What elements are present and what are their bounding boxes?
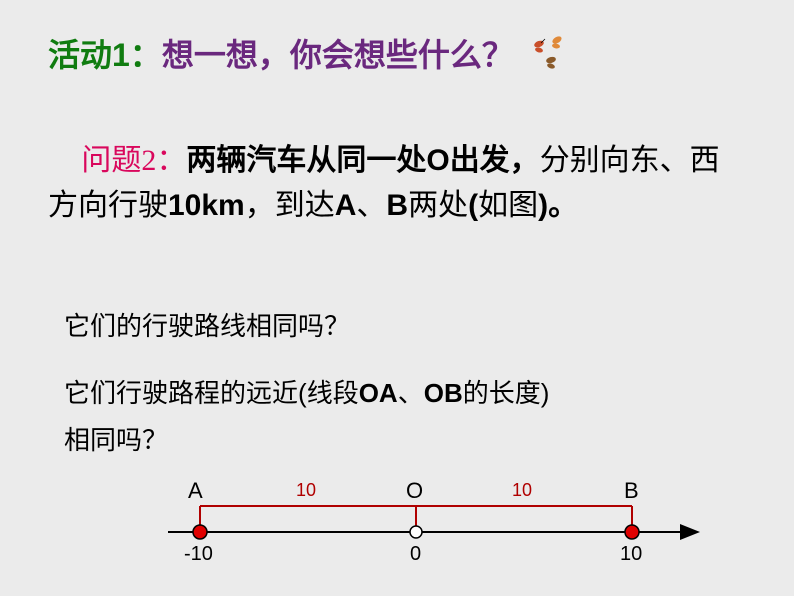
label-B: B [624, 478, 639, 503]
problem-cursive-2: 出发， [450, 144, 540, 177]
paren-close: )。 [538, 189, 578, 222]
q2-a: 它们行驶路程的远近 [64, 379, 298, 408]
q2-paren-close: ) [541, 378, 550, 408]
point-B [625, 525, 639, 539]
seg-10-right: 10 [512, 480, 532, 500]
problem-line2b: ，到达 [245, 189, 335, 222]
letter-A: A [335, 189, 357, 222]
q2-paren-open: ( [298, 378, 307, 408]
problem-line3: 两处 [408, 189, 468, 222]
question-2: 它们行驶路程的远近(线段OA、OB的长度) 相同吗？ [64, 370, 744, 465]
q2-d: 相同吗？ [64, 426, 168, 455]
letter-B: B [386, 189, 408, 222]
q2-ob: OB [424, 378, 463, 408]
tick-ten: 10 [620, 543, 642, 565]
q2-sep: 、 [398, 379, 424, 408]
tick-minus10: -10 [184, 543, 213, 565]
point-A [193, 525, 207, 539]
problem-label: 问题2： [81, 144, 186, 177]
number-line-diagram: A O B 10 10 -10 0 10 [168, 472, 708, 582]
slide-title: 活动1：想一想，你会想些什么？ [48, 30, 571, 82]
axis-arrowhead [680, 524, 700, 540]
point-O [410, 526, 422, 538]
paren-txt: 如图 [478, 189, 538, 222]
problem-text: 问题2：两辆汽车从同一处O出发，分别向东、西方向行驶10km，到达A、B两处(如… [48, 138, 748, 228]
q2-oa: OA [359, 378, 398, 408]
distance-10km: 10km [168, 189, 245, 222]
q2-b: 线段 [307, 379, 359, 408]
label-A: A [188, 478, 203, 503]
label-O: O [406, 478, 423, 503]
tick-zero: 0 [410, 543, 421, 565]
butterfly-icon [527, 34, 571, 82]
title-suffix: 想一想，你会想些什么？ [162, 37, 514, 73]
question-1: 它们的行驶路线相同吗？ [64, 306, 350, 343]
sep-dun: 、 [356, 189, 386, 222]
paren-open: ( [468, 189, 478, 222]
q2-c: 的长度 [463, 379, 541, 408]
seg-10-left: 10 [296, 480, 316, 500]
title-prefix: 活动1： [48, 37, 162, 73]
problem-cursive-1: 两辆汽车从同一处 [186, 144, 426, 177]
letter-O: O [426, 144, 449, 177]
